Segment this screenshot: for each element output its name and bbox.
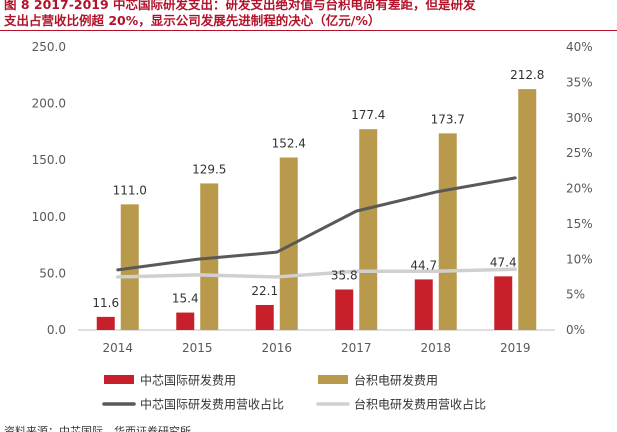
smic-rd-data-label: 35.8 — [331, 268, 358, 282]
smic-rd-bar — [176, 312, 195, 330]
figure-title: 图 8 2017-2019 中芯国际研发支出：研发支出绝对值与台积电尚有差距，但… — [4, 0, 616, 29]
x-axis-tick-label: 2015 — [182, 341, 213, 355]
x-axis-tick-label: 2018 — [420, 341, 451, 355]
legend-smic-rd-ratio-label: 中芯国际研发费用营收占比 — [140, 397, 284, 412]
tsmc-rd-bar — [518, 89, 537, 330]
smic-rd-ratio-line — [116, 176, 517, 272]
left-axis-tick-label: 50.0 — [39, 266, 66, 280]
left-axis-tick-label: 200.0 — [32, 97, 66, 111]
smic-rd-bar — [494, 276, 513, 330]
smic-rd-data-label: 11.6 — [92, 296, 119, 310]
smic-rd-bar — [335, 289, 354, 330]
figure-title-line-1: 图 8 2017-2019 中芯国际研发支出：研发支出绝对值与台积电尚有差距，但… — [4, 0, 476, 12]
x-axis-tick-label: 2019 — [500, 341, 531, 355]
right-axis-tick-label: 20% — [566, 182, 593, 196]
left-axis-tick-label: 0.0 — [47, 323, 66, 337]
legend-tsmc-rd-ratio-label: 台积电研发费用营收占比 — [354, 397, 486, 412]
tsmc-rd-bar — [438, 133, 457, 330]
tsmc-rd-data-label: 177.4 — [351, 108, 385, 122]
tsmc-rd-bar — [279, 157, 298, 330]
smic-rd-data-label: 44.7 — [410, 258, 437, 272]
title-rule — [0, 30, 617, 31]
right-axis-tick-label: 40% — [566, 40, 593, 54]
tsmc-rd-ratio-line — [116, 267, 517, 279]
legend-smic-rd-expense-label: 中芯国际研发费用 — [140, 373, 236, 388]
x-axis-tick-label: 2014 — [102, 341, 133, 355]
smic-rd-data-label: 47.4 — [490, 255, 517, 269]
right-axis-tick-label: 30% — [566, 111, 593, 125]
x-axis-tick-label: 2016 — [261, 341, 292, 355]
tsmc-rd-data-label: 129.5 — [192, 162, 226, 176]
smic-rd-data-label: 22.1 — [251, 284, 278, 298]
right-axis-tick-label: 25% — [566, 146, 593, 160]
smic-rd-bar — [96, 316, 115, 330]
smic-rd-bar — [255, 304, 274, 330]
legend-smic-rd-expense-swatch — [104, 375, 134, 384]
left-axis-tick-label: 250.0 — [32, 40, 66, 54]
right-axis-tick-label: 5% — [566, 288, 585, 302]
tsmc-rd-data-label: 152.4 — [272, 136, 306, 150]
figure-title-line-2: 支出占营收比例超 20%，显示公司发展先进制程的决心（亿元/%） — [4, 13, 381, 28]
legend-tsmc-rd-expense-label: 台积电研发费用 — [354, 373, 438, 388]
left-axis-tick-label: 100.0 — [32, 210, 66, 224]
right-axis-tick-label: 10% — [566, 252, 593, 266]
legend-tsmc-rd-expense-swatch — [318, 375, 348, 384]
tsmc-rd-data-label: 111.0 — [113, 183, 147, 197]
smic-rd-data-label: 15.4 — [172, 292, 199, 306]
x-axis-tick-label: 2017 — [341, 341, 372, 355]
tsmc-rd-bar — [359, 129, 378, 330]
tsmc-rd-data-label: 212.8 — [510, 68, 544, 82]
right-axis-tick-label: 35% — [566, 75, 593, 89]
tsmc-rd-data-label: 173.7 — [431, 112, 465, 126]
right-axis-tick-label: 0% — [566, 323, 585, 337]
left-axis-tick-label: 150.0 — [32, 153, 66, 167]
right-axis-tick-label: 15% — [566, 217, 593, 231]
source-note: 资料来源：中芯国际，华西证券研究所 — [4, 425, 191, 432]
smic-rd-bar — [414, 279, 433, 330]
